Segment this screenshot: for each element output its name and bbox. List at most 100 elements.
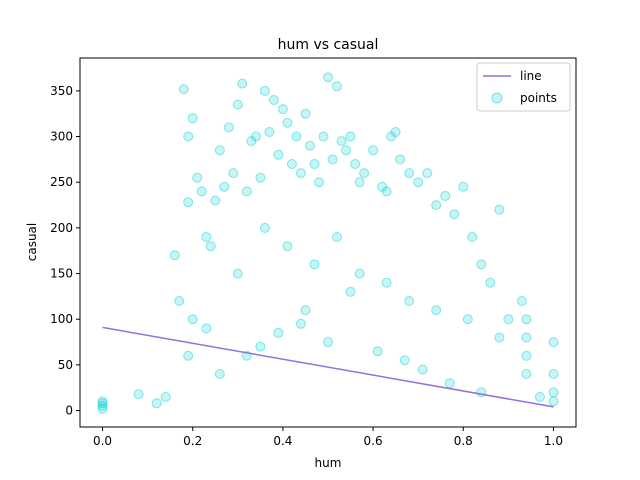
scatter-point [214, 369, 225, 379]
y-tick-label: 250 [50, 175, 73, 189]
scatter-point [377, 181, 388, 192]
scatter-point [201, 323, 212, 334]
scatter-point [318, 131, 329, 142]
scatter-point [323, 337, 333, 348]
scatter-point [178, 84, 189, 95]
y-axis-ticks: 0 50 100 150 200 250 300 350 [50, 84, 80, 418]
scatter-point [151, 398, 162, 409]
scatter-point [232, 99, 243, 110]
scatter-point [241, 186, 252, 197]
scatter-point [404, 168, 415, 179]
legend: line points [476, 62, 571, 112]
scatter-point [449, 209, 460, 220]
scatter-point [314, 177, 324, 188]
scatter-point [97, 398, 108, 409]
x-tick-label: 0.2 [183, 434, 202, 448]
scatter-point [521, 332, 532, 343]
scatter-point [494, 332, 505, 343]
scatter-point [259, 222, 270, 233]
scatter-point [431, 305, 442, 316]
scatter-point [259, 85, 270, 96]
legend-box [476, 62, 571, 112]
y-axis-label: casual [25, 223, 39, 262]
scatter-point [196, 186, 207, 197]
scatter-point [192, 172, 203, 183]
scatter-point [232, 268, 243, 279]
scatter-point [494, 204, 505, 215]
scatter-point [97, 396, 108, 407]
scatter-point [548, 369, 559, 379]
scatter-point [485, 277, 496, 288]
scatter-point [359, 168, 370, 179]
scatter-point [201, 232, 212, 242]
y-tick-label: 100 [50, 312, 73, 326]
scatter-point [268, 95, 279, 105]
scatter-point [548, 337, 559, 348]
y-tick-label: 0 [65, 404, 73, 418]
x-tick-label: 0.4 [273, 434, 292, 448]
scatter-point [444, 378, 455, 389]
chart-title: hum vs casual [278, 37, 379, 53]
scatter-point [183, 197, 194, 208]
scatter-point [295, 168, 306, 179]
scatter-point [300, 305, 311, 316]
scatter-point [516, 296, 527, 306]
scatter-point [350, 159, 361, 169]
plot-area [80, 58, 576, 427]
scatter-point [354, 268, 365, 279]
scatter-point [305, 140, 315, 151]
scatter-point [323, 72, 333, 83]
scatter-point [395, 154, 406, 165]
scatter-point [169, 250, 180, 261]
scatter-point [183, 131, 194, 142]
legend-points-label: points [520, 91, 557, 105]
scatter-point [368, 145, 379, 156]
scatter-point [413, 177, 424, 188]
points-layer [97, 72, 559, 414]
scatter-point [187, 113, 198, 124]
legend-line-label: line [520, 69, 542, 83]
plot-frame [79, 57, 577, 428]
scatter-point [381, 277, 392, 288]
y-tick-label: 50 [58, 358, 73, 372]
x-tick-label: 1.0 [544, 434, 563, 448]
scatter-point [210, 195, 221, 206]
scatter-point [521, 369, 532, 379]
scatter-point [390, 127, 401, 137]
scatter-point [422, 168, 433, 179]
scatter-point [503, 314, 514, 325]
x-axis-label: hum [315, 456, 342, 470]
regression-line [102, 326, 554, 408]
scatter-point [381, 186, 392, 197]
y-tick-label: 200 [50, 221, 73, 235]
scatter-point [223, 122, 234, 133]
scatter-point [250, 131, 261, 142]
scatter-point [372, 346, 383, 357]
scatter-point [548, 387, 559, 398]
scatter-point [417, 364, 428, 375]
line-layer [102, 326, 554, 408]
scatter-point [174, 296, 185, 306]
scatter-point [440, 190, 451, 201]
scatter-point [295, 318, 306, 329]
legend-points-swatch [491, 92, 503, 104]
scatter-point [534, 391, 545, 402]
y-tick-label: 300 [50, 130, 73, 144]
scatter-point [160, 391, 171, 402]
scatter-point [332, 232, 342, 242]
scatter-point [404, 296, 415, 306]
scatter-point [309, 259, 320, 270]
scatter-point [97, 403, 108, 414]
scatter-point [332, 81, 342, 92]
scatter-point [336, 136, 347, 147]
scatter-point [282, 117, 293, 128]
scatter-point [345, 286, 356, 297]
scatter-point [273, 149, 284, 160]
scatter-point [458, 181, 469, 192]
y-tick-label: 150 [50, 267, 73, 281]
scatter-point [341, 145, 351, 156]
scatter-point [228, 168, 239, 179]
scatter-point [246, 136, 257, 147]
x-axis-ticks: 0.0 0.2 0.4 0.6 0.8 1.0 [93, 427, 563, 448]
